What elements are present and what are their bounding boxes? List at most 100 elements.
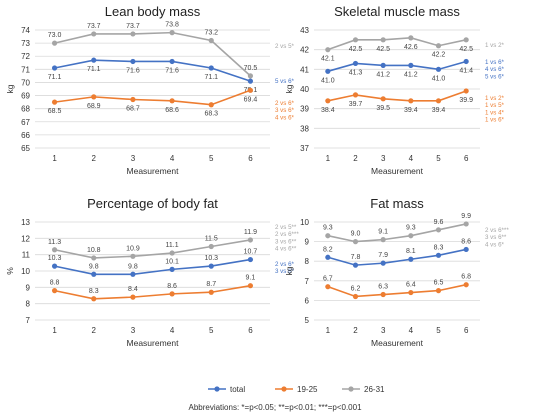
series-26-31: 42.1 42.5 42.5 42.6 42.2 42.5: [321, 35, 473, 63]
x-tick-label: 5: [209, 154, 214, 163]
data-label: 42.6: [404, 44, 418, 51]
data-label: 70.5: [244, 65, 258, 72]
data-point: [51, 288, 58, 294]
x-tick-label: 6: [248, 154, 253, 163]
significance-note: 1 vs 2*: [485, 42, 505, 49]
x-tick-label: 6: [464, 326, 469, 335]
y-tick-label: 7: [26, 316, 31, 325]
y-tick-label: 8: [305, 257, 310, 266]
abbreviations-footnote: Abbreviations: *=p<0.05; **=p<0.01; ***=…: [188, 403, 362, 412]
y-tick-label: 9: [26, 283, 31, 292]
y-tick-label: 43: [300, 26, 309, 35]
data-label: 10.1: [165, 258, 179, 265]
data-point: [130, 294, 136, 300]
data-point: [435, 43, 442, 49]
series-total: 71.171.171.671.671.170.1: [48, 57, 257, 94]
x-tick-label: 5: [436, 326, 441, 335]
significance-note: 2 vs 6***: [275, 231, 299, 238]
y-tick-label: 37: [300, 144, 309, 153]
x-tick-label: 4: [409, 326, 414, 335]
chart-panel-2: Skeletal muscle mass 37 38 39 40 41 42 43 1 2 3 4 5 6…: [284, 4, 505, 176]
data-label: 9.0: [351, 231, 361, 238]
data-point: [130, 58, 136, 65]
data-label: 8.6: [461, 238, 471, 245]
data-point: [435, 98, 442, 104]
x-tick-label: 1: [52, 154, 57, 163]
data-label: 10.8: [87, 247, 101, 254]
y-axis-title: kg: [5, 84, 15, 93]
data-point: [408, 35, 414, 41]
data-point: [169, 98, 175, 104]
data-point: [325, 233, 331, 239]
data-label: 8.1: [406, 248, 416, 255]
series-total: 8.2 7.8 7.9 8.1 8.3 8.6: [323, 238, 471, 268]
series-line: [327, 248, 467, 266]
data-label: 6.3: [378, 284, 388, 291]
significance-note: 4 vs 6**: [275, 246, 297, 253]
data-point: [91, 296, 97, 302]
y-axis-title: kg: [284, 84, 294, 93]
significance-note: 1 vs 5*: [485, 102, 505, 109]
significance-note: 1 vs 4*: [485, 109, 505, 116]
x-tick-label: 1: [52, 326, 57, 335]
series-line: [54, 284, 251, 300]
data-label: 7.8: [351, 254, 361, 261]
significance-note: 1 vs 2*: [485, 95, 505, 102]
series-line: [54, 239, 251, 259]
data-label: 9.8: [128, 263, 138, 270]
significance-note: 1 vs 6*: [485, 59, 505, 66]
significance-note: 2 vs 6*: [275, 261, 295, 268]
data-point: [352, 37, 359, 43]
data-label: 6.5: [434, 280, 444, 287]
data-label: 9.6: [434, 219, 444, 226]
x-tick-label: 5: [436, 154, 441, 163]
y-tick-label: 13: [21, 218, 30, 227]
data-label: 42.5: [349, 46, 363, 53]
series-line: [327, 60, 467, 73]
data-point: [463, 221, 469, 227]
data-label: 6.4: [406, 282, 416, 289]
data-point: [463, 246, 469, 253]
chart-title: Skeletal muscle mass: [334, 4, 460, 19]
data-label: 68.9: [87, 103, 101, 110]
series-19-25: 38.4 39.7 39.5 39.4 39.4 39.9: [321, 88, 473, 114]
data-point: [380, 291, 386, 298]
data-point: [435, 66, 442, 72]
y-axis-title: kg: [284, 266, 294, 275]
y-tick-label: 40: [300, 85, 309, 94]
x-tick-label: 2: [353, 154, 358, 163]
data-label: 42.5: [376, 46, 390, 53]
data-point: [408, 98, 414, 104]
series-line: [327, 283, 467, 298]
data-point: [51, 263, 58, 269]
series-19-25: 6.7 6.2 6.3 6.4 6.5 6.8: [323, 274, 471, 300]
data-point: [380, 260, 386, 266]
data-point: [51, 40, 58, 46]
data-label: 42.5: [459, 46, 473, 53]
data-point: [208, 289, 214, 295]
series-line: [327, 37, 467, 51]
data-point: [130, 31, 136, 37]
legend: total 19-25 26-31: [208, 385, 385, 394]
y-tick-label: 42: [300, 46, 309, 55]
data-label: 8.3: [434, 244, 444, 251]
data-point: [130, 253, 136, 259]
y-tick-label: 65: [21, 144, 30, 153]
data-label: 41.0: [432, 75, 446, 82]
data-point: [435, 252, 442, 258]
data-label: 8.8: [50, 280, 60, 287]
y-tick-label: 9: [305, 238, 310, 247]
data-label: 41.3: [349, 69, 363, 76]
data-point: [325, 68, 331, 74]
data-label: 9.3: [406, 225, 416, 232]
significance-note: 4 vs 6*: [485, 241, 505, 248]
x-axis-title: Measurement: [371, 166, 424, 176]
data-point: [169, 58, 175, 65]
data-point: [247, 73, 254, 79]
data-label: 8.6: [167, 283, 177, 290]
data-label: 10.7: [244, 249, 258, 256]
significance-note: 2 vs 6***: [485, 227, 509, 234]
x-tick-label: 5: [209, 326, 214, 335]
data-label: 9.8: [89, 263, 99, 270]
y-tick-label: 12: [21, 234, 30, 243]
